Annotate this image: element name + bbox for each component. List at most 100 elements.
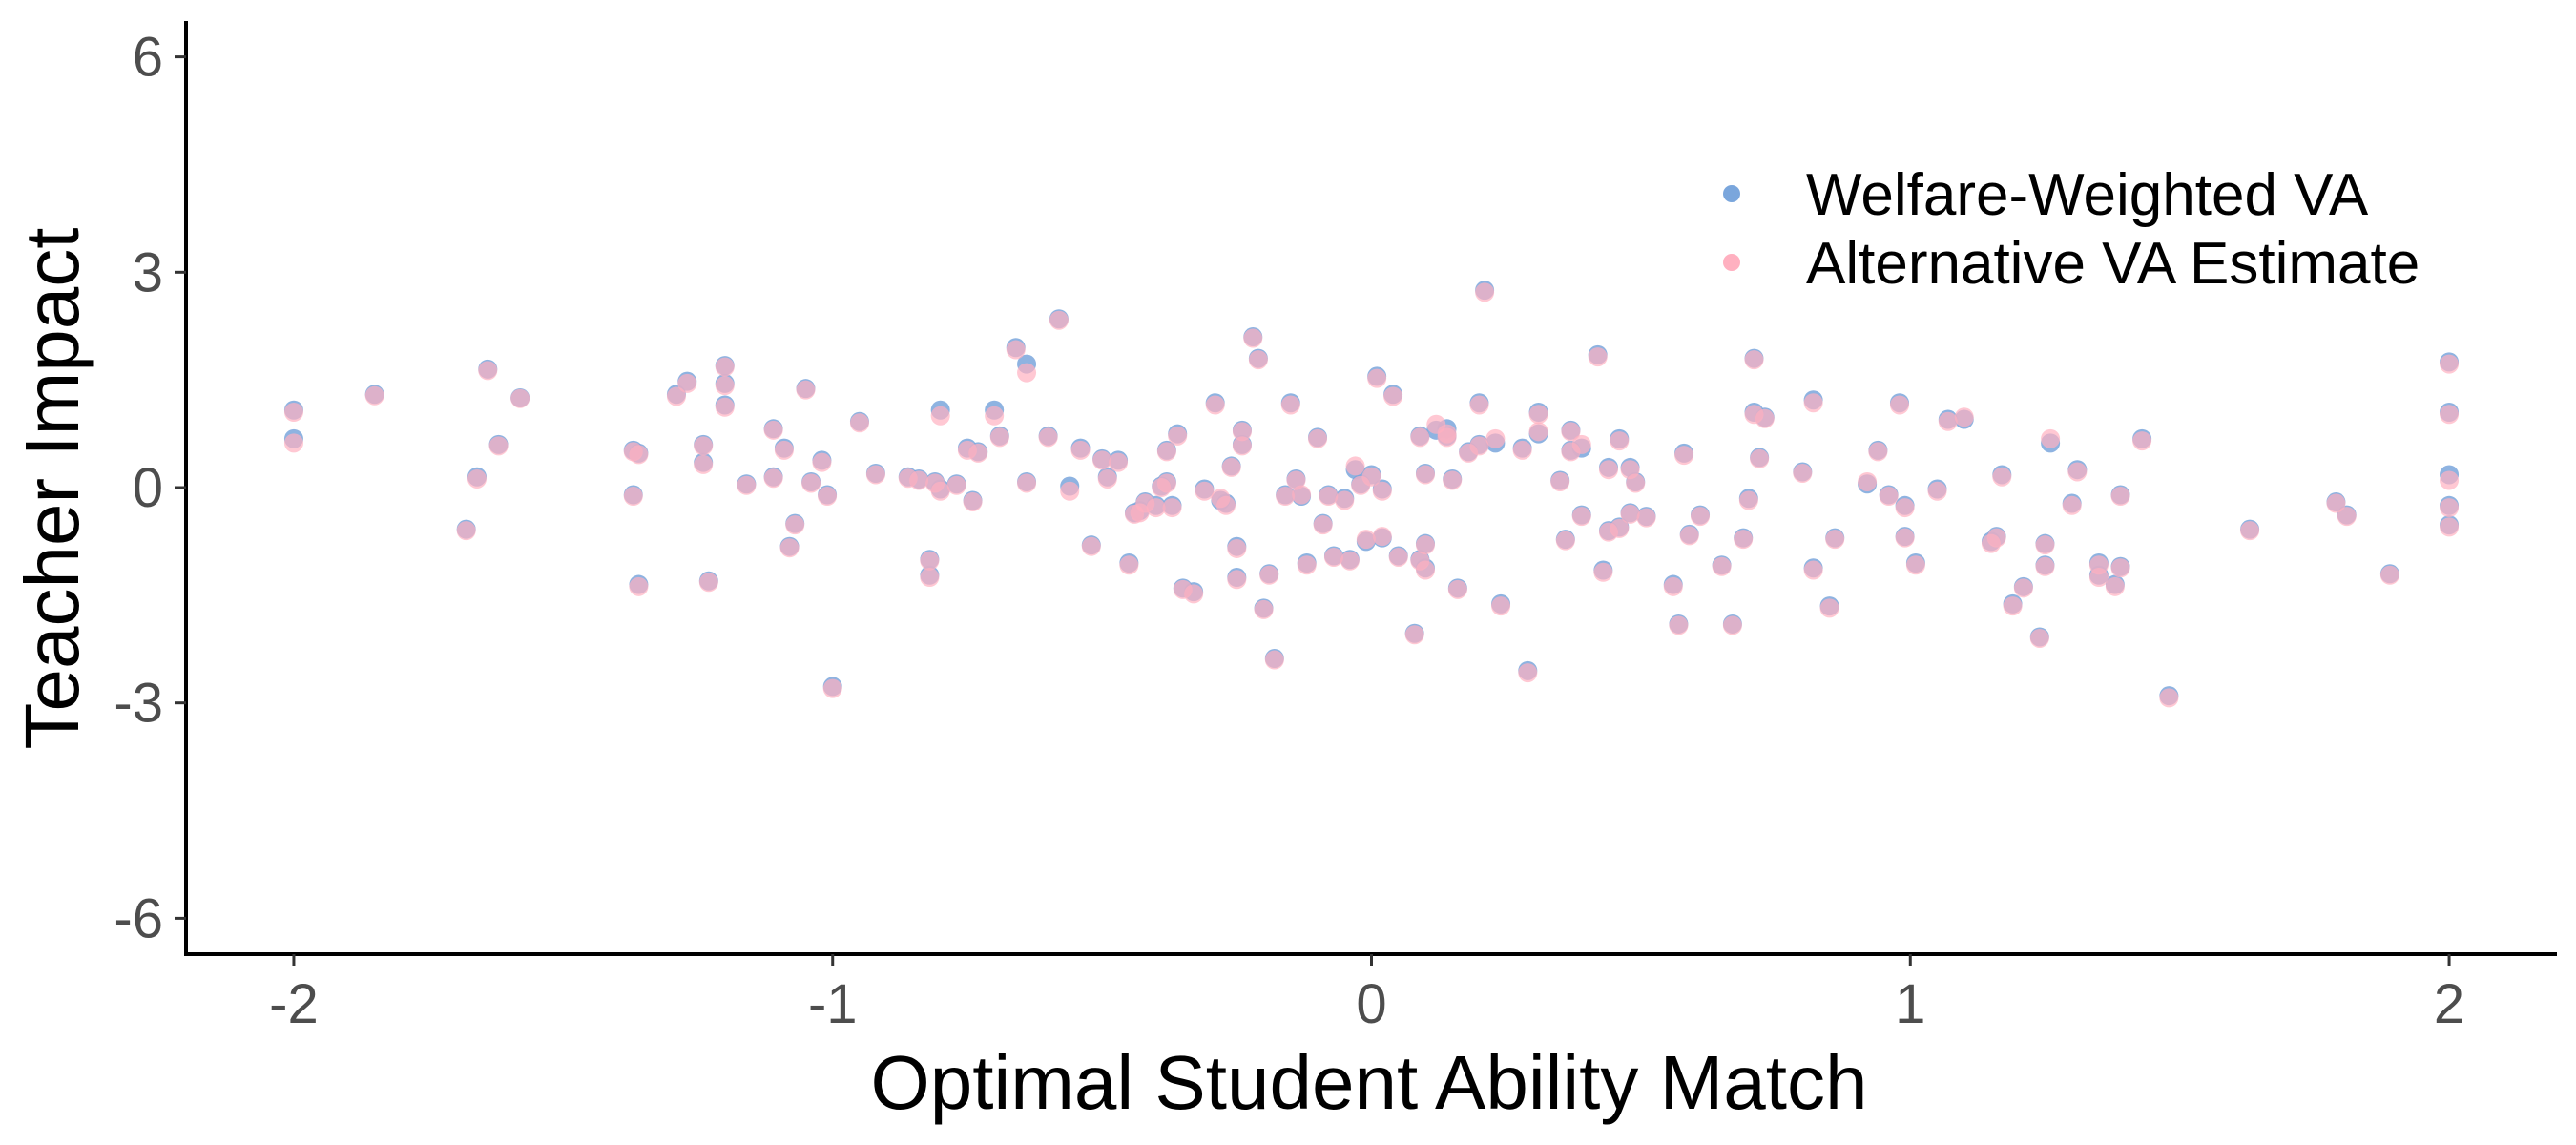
point-alternative — [1345, 456, 1365, 476]
point-alternative — [1372, 527, 1392, 547]
point-alternative — [1691, 507, 1711, 527]
x-tick-label: -2 — [269, 973, 319, 1035]
point-alternative — [715, 357, 735, 377]
point-alternative — [1070, 440, 1091, 460]
point-alternative — [1571, 507, 1591, 527]
point-alternative — [666, 386, 686, 406]
ticks-layer: -2 -1 0 1 2 -6 -3 0 3 6 — [114, 27, 2464, 1035]
point-alternative — [1571, 434, 1591, 454]
point-alternative — [488, 436, 509, 456]
point-alternative — [909, 470, 929, 490]
point-alternative — [1017, 363, 1037, 383]
point-alternative — [1475, 282, 1495, 302]
point-alternative — [1879, 487, 1899, 507]
point-alternative — [2029, 628, 2049, 648]
point-alternative — [796, 380, 816, 400]
point-alternative — [930, 406, 950, 426]
point-alternative — [1938, 411, 1958, 431]
point-alternative — [849, 413, 869, 433]
point-alternative — [467, 468, 487, 489]
point-alternative — [623, 487, 643, 507]
point-alternative — [2240, 521, 2260, 541]
point-alternative — [1512, 440, 1532, 460]
point-alternative — [2088, 568, 2109, 588]
point-alternative — [1259, 565, 1279, 585]
point-alternative — [1905, 555, 1925, 575]
point-alternative — [694, 436, 714, 456]
point-alternative — [1415, 465, 1435, 485]
point-alternative — [1889, 395, 1909, 415]
y-tick-label: 6 — [133, 27, 163, 89]
point-alternative — [364, 385, 384, 406]
point-alternative — [1038, 427, 1058, 448]
point-alternative — [2067, 462, 2088, 482]
point-alternative — [1356, 530, 1376, 550]
point-alternative — [1232, 422, 1252, 442]
point-alternative — [1221, 457, 1241, 477]
point-alternative — [1626, 473, 1646, 493]
point-alternative — [1712, 556, 1732, 576]
point-alternative — [1367, 368, 1387, 388]
point-alternative — [1372, 481, 1392, 501]
point-alternative — [1319, 487, 1339, 507]
point-alternative — [2326, 493, 2346, 513]
point-alternative — [1750, 448, 1770, 468]
point-alternative — [989, 427, 1009, 448]
point-alternative — [1674, 446, 1694, 466]
point-alternative — [1599, 460, 1618, 480]
point-alternative — [1168, 426, 1188, 446]
point-alternative — [1335, 490, 1355, 510]
point-alternative — [1162, 498, 1182, 518]
point-alternative — [1954, 407, 1974, 427]
point-alternative — [1895, 498, 1915, 518]
x-tick-label: 0 — [1356, 973, 1386, 1035]
point-alternative — [1610, 431, 1630, 451]
point-alternative — [1404, 625, 1424, 645]
point-alternative — [1264, 650, 1284, 670]
point-alternative — [930, 481, 950, 501]
y-tick-label: 0 — [133, 457, 163, 519]
point-alternative — [1195, 481, 1215, 501]
y-tick-label: -6 — [114, 887, 163, 949]
point-alternative — [2440, 517, 2460, 537]
point-alternative — [1593, 562, 1613, 582]
point-alternative — [812, 452, 832, 472]
point-alternative — [1620, 504, 1640, 524]
point-alternative — [2440, 470, 2460, 490]
point-alternative — [1610, 518, 1630, 538]
point-alternative — [1323, 547, 1343, 567]
point-alternative — [1819, 598, 1839, 618]
point-alternative — [283, 433, 303, 453]
point-alternative — [1156, 442, 1176, 462]
legend-swatch-alternative — [1723, 254, 1740, 271]
point-alternative — [946, 475, 966, 495]
point-alternative — [985, 406, 1005, 426]
point-alternative — [694, 454, 714, 474]
point-alternative — [822, 678, 842, 698]
point-alternative — [1156, 473, 1176, 493]
point-alternative — [737, 475, 757, 495]
point-alternative — [865, 465, 885, 485]
point-alternative — [779, 538, 800, 558]
point-alternative — [2003, 596, 2023, 616]
point-alternative — [2062, 495, 2082, 515]
point-alternative — [478, 361, 498, 381]
x-tick-label: 1 — [1895, 973, 1925, 1035]
point-alternative — [283, 403, 303, 423]
point-alternative — [1097, 468, 1117, 489]
point-alternative — [1243, 328, 1263, 348]
point-alternative — [963, 492, 983, 512]
x-axis-title: Optimal Student Ability Match — [871, 1040, 1868, 1125]
point-alternative — [1518, 663, 1538, 683]
point-alternative — [1528, 405, 1548, 425]
point-alternative — [1744, 350, 1764, 370]
x-tick-label: -1 — [808, 973, 858, 1035]
point-alternative — [715, 376, 735, 396]
point-alternative — [1447, 579, 1467, 599]
point-alternative — [1292, 485, 1312, 505]
point-alternative — [1006, 340, 1026, 360]
y-tick-label: -3 — [114, 673, 163, 735]
point-alternative — [1017, 473, 1037, 493]
point-alternative — [1825, 530, 1845, 550]
